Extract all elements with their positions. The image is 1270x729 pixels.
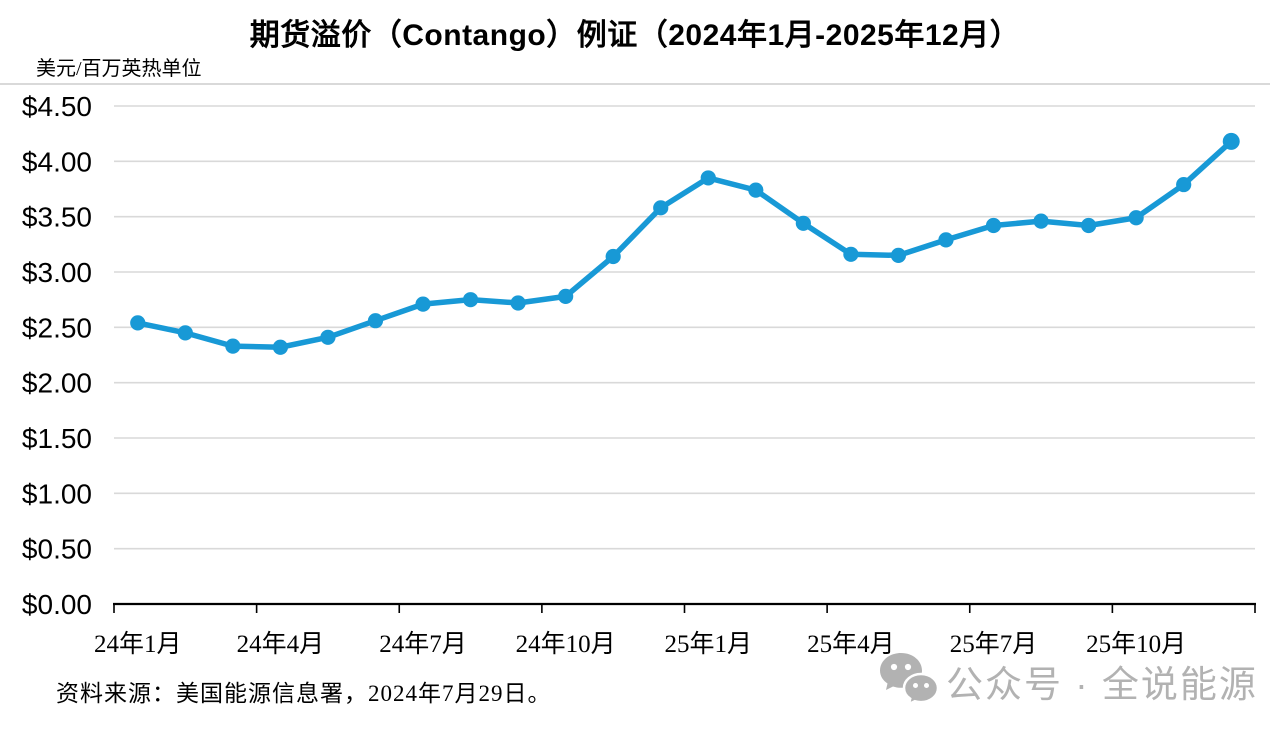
y-axis-tick-label: $4.50 bbox=[22, 91, 92, 122]
source-note: 资料来源：美国能源信息署，2024年7月29日。 bbox=[56, 681, 552, 706]
x-axis-tick-label: 24年7月 bbox=[379, 630, 467, 658]
data-point bbox=[843, 246, 859, 262]
data-point bbox=[795, 215, 811, 231]
data-point bbox=[985, 217, 1002, 234]
y-axis-tick-label: $4.00 bbox=[22, 146, 92, 177]
data-point bbox=[700, 170, 716, 186]
x-axis-tick-label: 25年4月 bbox=[807, 630, 895, 658]
data-line bbox=[135, 138, 1234, 351]
y-axis-tick-label: $1.00 bbox=[22, 478, 92, 509]
y-axis-tick-label: $0.00 bbox=[22, 589, 92, 620]
x-axis-tick-label: 25年10月 bbox=[1086, 630, 1186, 658]
data-point bbox=[177, 325, 193, 341]
x-axis-tick-label: 24年10月 bbox=[516, 630, 616, 658]
y-axis-tick-label: $2.00 bbox=[22, 368, 92, 399]
y-axis-unit-label: 美元/百万英热单位 bbox=[36, 58, 202, 80]
chart-title: 期货溢价（Contango）例证（2024年1月-2025年12月） bbox=[249, 19, 1021, 52]
data-point bbox=[1128, 210, 1144, 226]
x-axis-tick-label: 24年1月 bbox=[94, 630, 182, 658]
data-point bbox=[1081, 217, 1097, 234]
data-point bbox=[272, 339, 288, 355]
data-point bbox=[225, 338, 241, 354]
wechat-icon bbox=[880, 653, 940, 707]
y-axis-tick-label: $3.50 bbox=[22, 202, 92, 233]
x-axis-tick-label: 25年1月 bbox=[665, 630, 753, 658]
y-axis-tick-label: $2.50 bbox=[22, 312, 92, 343]
watermark-text: 公众号 · 全说能源 bbox=[946, 664, 1258, 705]
data-point bbox=[653, 200, 669, 216]
data-point bbox=[130, 315, 146, 331]
y-axis-tick-label: $1.50 bbox=[22, 423, 92, 454]
data-point bbox=[367, 313, 384, 329]
x-axis-tick-label: 24年4月 bbox=[237, 630, 325, 658]
header-divider bbox=[0, 83, 1270, 85]
data-point bbox=[1176, 176, 1192, 193]
data-point bbox=[605, 248, 621, 265]
data-point bbox=[748, 182, 764, 198]
data-point bbox=[938, 232, 954, 248]
y-axis-tick-label: $0.50 bbox=[22, 534, 92, 565]
data-point bbox=[558, 288, 574, 304]
data-point bbox=[890, 247, 907, 263]
data-point bbox=[320, 329, 336, 345]
x-axis-tick-label: 25年7月 bbox=[950, 630, 1038, 658]
data-point bbox=[510, 295, 526, 311]
watermark: 公众号 · 全说能源 bbox=[876, 650, 1258, 712]
data-point bbox=[1222, 132, 1240, 150]
data-point bbox=[1033, 213, 1049, 229]
data-point bbox=[462, 292, 479, 308]
y-axis-tick-label: $3.00 bbox=[22, 257, 92, 288]
data-point bbox=[415, 296, 431, 312]
